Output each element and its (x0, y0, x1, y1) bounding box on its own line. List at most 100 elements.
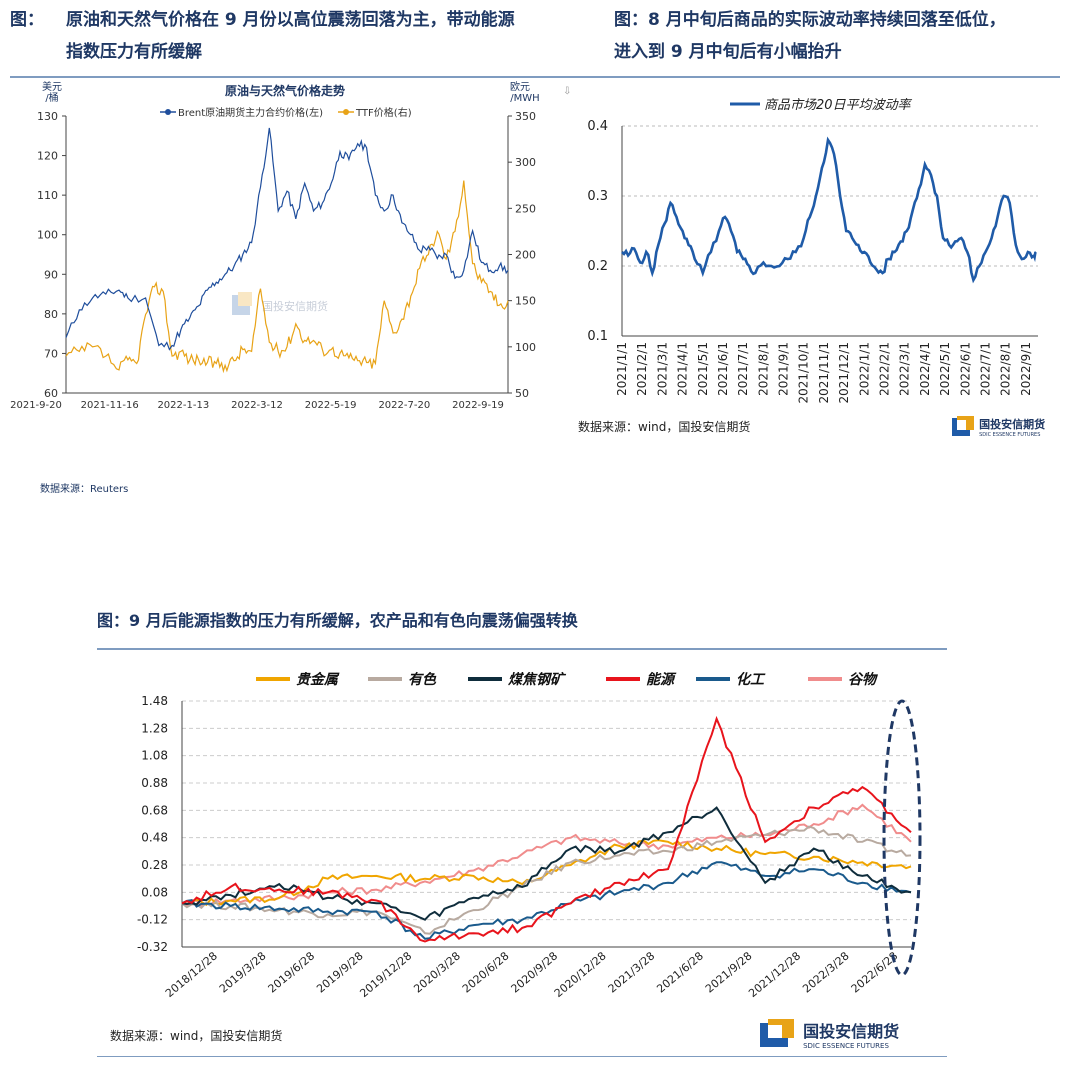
fig1-title-line1: 原油和天然气价格在 9 月份以高位震荡回落为主，带动能源 (66, 10, 515, 30)
legend-brent-label: Brent原油期货主力合约价格(左) (178, 106, 323, 119)
sector-index-chart: 贵金属 有色 煤焦钢矿 能源 化工 谷物 1.48 1.28 1.08 0.88 0.68 0.48… (137, 671, 922, 1000)
chart1-x-tick-label: 2022-7-20 (378, 400, 430, 411)
chart1-left-unit-top: 美元 (42, 80, 62, 93)
fig3-bottom-divider (97, 1056, 947, 1057)
chart2-x-tick-label: 2021/1/1 (615, 342, 629, 396)
chart3-x-tick-label: 2022/3/28 (800, 949, 852, 995)
chart3-x-tick-label: 2019/12/28 (357, 949, 414, 1000)
legend-nonferrous-label: 有色 (408, 671, 437, 688)
chart1-x-tick-label: 2022-9-19 (452, 400, 504, 411)
company-logo-bottom: 国投安信期货 SDIC ESSENCE FUTURES (760, 1018, 899, 1050)
chart3-x-tick-label: 2020/3/28 (411, 949, 463, 995)
chart1-right-tick-label: 200 (515, 249, 536, 262)
legend-ttf-label: TTF价格(右) (355, 106, 412, 119)
chart3-x-tick-label: 2019/3/28 (217, 949, 269, 995)
chart1-left-tick-label: 120 (37, 150, 58, 163)
fig3-source: 数据来源：wind，国投安信期货 (110, 1029, 283, 1043)
chart1-right-tick-label: 100 (515, 341, 536, 354)
legend-chem-label: 化工 (736, 671, 766, 688)
legend-grain-label: 谷物 (848, 671, 879, 688)
logo-name: 国投安信期货 (979, 418, 1046, 431)
chart3-x-tick-label: 2018/12/28 (163, 949, 220, 1000)
series-brent-line (65, 127, 509, 351)
logo-mark-icon (952, 416, 974, 438)
legend-volatility-label: 商品市场20日平均波动率 (764, 97, 913, 113)
series-nonferrous-line (181, 825, 912, 935)
chart2-y-tick-label: 0.1 (587, 329, 608, 344)
download-icon[interactable]: ⇩ (563, 86, 570, 97)
legend-brent-marker (165, 109, 171, 115)
chart1-x-tick-label: 2022-5-19 (305, 400, 357, 411)
chart1-left-tick-label: 110 (37, 189, 58, 202)
fig1-source: 数据来源：Reuters (40, 484, 129, 495)
chart2-x-tick-label: 2021/6/1 (716, 342, 730, 396)
chart2-x-tick-label: 2022/7/1 (978, 342, 992, 396)
chart2-x-tick-label: 2022/3/1 (898, 342, 912, 396)
chart1-right-tick-label: 50 (515, 387, 529, 400)
chart1-right-unit-bottom: /MWH (510, 93, 539, 104)
chart2-x-tick-label: 2021/2/1 (635, 342, 649, 396)
chart1-x-tick-label: 2022-1-13 (157, 400, 209, 411)
chart2-x-tick-label: 2021/4/1 (676, 342, 690, 396)
chart3-y-tick-label: 0.08 (141, 885, 168, 899)
chart1-left-tick-label: 80 (44, 308, 58, 321)
legend-ttf-marker (343, 109, 349, 115)
chart1-legend: Brent原油期货主力合约价格(左) TTF价格(右) (160, 106, 412, 119)
chart2-y-tick-label: 0.2 (587, 259, 608, 274)
chart3-legend: 贵金属 有色 煤焦钢矿 能源 化工 谷物 (256, 671, 879, 688)
legend-coal-label: 煤焦钢矿 (508, 671, 567, 688)
chart3-y-tick-label: 1.28 (141, 721, 168, 735)
chart3-x-tick-label: 2020/12/28 (552, 949, 609, 1000)
chart2-x-tick-label: 2021/10/1 (797, 342, 811, 404)
chart1-title: 原油与天然气价格走势 (225, 83, 345, 98)
logo-sub: SDIC ESSENCE FUTURES (979, 432, 1041, 438)
chart2-x-tick-label: 2022/9/1 (1019, 342, 1033, 396)
chart3-y-tick-label: -0.12 (137, 913, 168, 927)
chart1-x-tick-label: 2022-3-12 (231, 400, 283, 411)
fig2-source: 数据来源：wind，国投安信期货 (578, 420, 751, 434)
chart3-y-tick-label: 0.48 (141, 831, 168, 845)
chart2-x-tick-label: 2021/12/1 (837, 342, 851, 404)
chart1-right-tick-label: 150 (515, 295, 536, 308)
chart1-left-tick-label: 70 (44, 347, 58, 360)
fig3-top-divider (97, 648, 947, 650)
fig2-title-line2: 进入到 9 月中旬后有小幅抬升 (614, 42, 842, 62)
legend-gold-label: 贵金属 (296, 671, 340, 688)
volatility-chart: 0.4 0.3 0.2 0.1 2021/1/1 2021/2/1 2021/3/1 2021… (587, 97, 1038, 404)
chart2-y-tick-label: 0.3 (587, 189, 608, 204)
watermark: 国投安信期货 (232, 292, 328, 315)
series-volatility-line (621, 136, 1037, 284)
chart1-left-tick-label: 130 (37, 110, 58, 123)
chart1-left-tick-label: 90 (44, 268, 58, 281)
fig1-title-line2: 指数压力有所缓解 (66, 42, 202, 62)
chart2-x-tick-label: 2022/2/1 (878, 342, 892, 396)
chart2-x-tick-label: 2022/6/1 (958, 342, 972, 396)
fig2-title-line1: 图：8 月中旬后商品的实际波动率持续回落至低位， (614, 10, 1006, 30)
chart2-x-tick-label: 2022/5/1 (938, 342, 952, 396)
chart3-x-tick-label: 2019/6/28 (266, 949, 318, 995)
chart2-x-tick-label: 2021/3/1 (655, 342, 669, 396)
chart3-y-tick-label: 1.08 (141, 749, 168, 763)
chart3-y-tick-label: -0.32 (137, 940, 168, 954)
oil-gas-price-chart: 原油与天然气价格走势 美元 /桶 欧元 /MWH ⇩ Brent原油期货主力合约… (10, 80, 570, 411)
chart2-x-tick-label: 2021/9/1 (777, 342, 791, 396)
chart2-x-tick-label: 2022/1/1 (857, 342, 871, 396)
chart2-x-tick-label: 2021/5/1 (696, 342, 710, 396)
chart1-left-unit-bottom: /桶 (45, 91, 58, 104)
chart3-x-tick-label: 2021/12/28 (746, 949, 803, 1000)
series-coal-line (181, 806, 912, 921)
chart1-left-tick-label: 60 (44, 387, 58, 400)
series-energy-line (181, 715, 912, 943)
chart2-x-tick-label: 2022/4/1 (918, 342, 932, 396)
highlight-ellipse (882, 699, 922, 977)
chart2-x-tick-label: 2021/8/1 (756, 342, 770, 396)
chart1-x-tick-label: 2021-9-20 (10, 400, 62, 411)
chart3-x-tick-label: 2021/6/28 (654, 949, 706, 995)
chart3-y-tick-label: 1.48 (141, 694, 168, 708)
chart2-x-tick-label: 2022/8/1 (999, 342, 1013, 396)
chart1-right-unit-top: 欧元 (510, 81, 530, 93)
series-ttf-line (65, 180, 509, 374)
watermark-mark-icon (232, 295, 250, 315)
top-divider (10, 76, 1060, 78)
chart1-x-tick-label: 2021-11-16 (81, 400, 139, 411)
